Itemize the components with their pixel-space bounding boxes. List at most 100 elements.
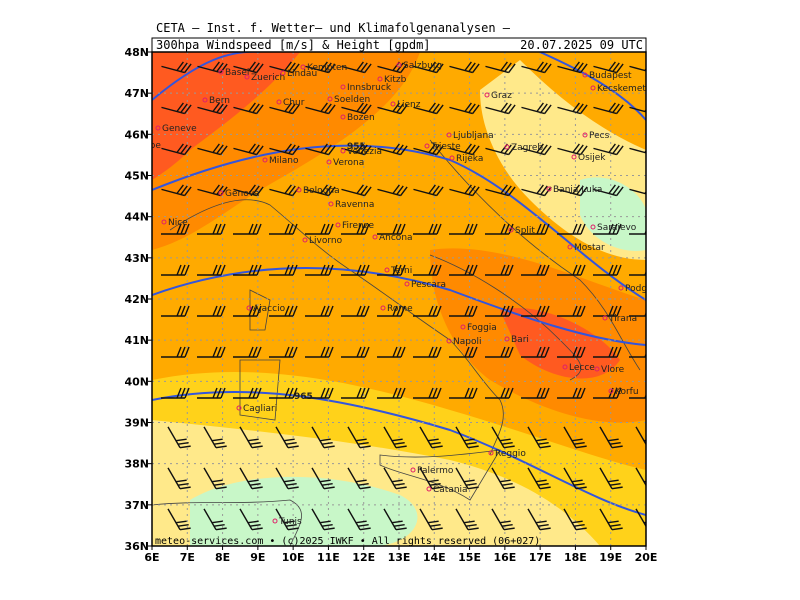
wind-barb [593,102,624,115]
barb-shaft [269,223,298,235]
city-label: Vlore [601,365,625,375]
wind-barb [485,61,516,74]
city-label: Basel [225,68,249,78]
city-dot [300,64,306,70]
city-label: Foggia [467,323,497,333]
wind-barb [485,223,514,235]
wind-barb [629,311,646,317]
wind-barb [347,467,371,490]
x-tick-label: 16E [493,551,516,564]
y-tick-label: 45N [124,170,149,183]
wind-barb [485,102,516,115]
barb-shaft [269,346,298,358]
city-dot [340,114,346,120]
barb-shaft [593,223,622,235]
barb-shaft [449,387,478,399]
barb-shaft [305,61,336,74]
wind-barb [341,223,370,235]
city-dot [449,155,455,161]
valid-time: 20.07.2025 09 UTC [520,38,643,52]
city-label: Korfu [615,387,639,397]
barb-shaft [449,102,480,115]
barb-shaft [341,184,372,197]
barb-shaft [233,102,264,115]
barb-shaft [203,508,227,531]
barb-shaft [599,508,623,531]
city-label: Osijek [578,153,606,163]
city-dot [608,388,614,394]
barb-shaft [269,305,298,317]
barb-shaft [347,426,371,449]
barb-shaft [485,184,516,197]
barb-shaft [377,223,406,235]
wind-barb [419,426,443,449]
wind-barb [449,223,478,235]
city-dot [380,305,386,311]
x-tick-label: 13E [388,551,411,564]
barb-shaft [521,184,552,197]
axis-ticks: 6E 7E 8E 9E 10E 11E 12E 13E 14E 15E 16E 17E 18E 19E 20… [124,46,657,564]
barb-shaft [491,426,515,449]
wind-barb [413,346,442,358]
barb-shaft [491,508,515,531]
wind-barb [557,264,586,276]
wind-barb [305,346,334,358]
barb-shaft [269,387,298,399]
barb-shaft [377,387,406,399]
wind-barb [233,305,262,317]
wind-barb [161,346,190,358]
wind-barb [341,143,372,156]
city-dot [410,467,416,473]
wind-barb [341,102,372,115]
city-dot [327,96,333,102]
city-label: Cagliari [243,404,277,414]
city-label: Rijeka [456,154,483,164]
height-contours [152,52,646,516]
barb-shaft [341,223,370,235]
barb-shaft [635,426,646,449]
city-label: Chur [283,98,305,108]
barb-shaft [629,61,646,74]
wind-barb [341,184,372,197]
city-dot [590,85,596,91]
city-dot [155,125,161,131]
city-dot [508,227,514,233]
wind-barb [269,387,298,399]
x-tick-label: 7E [180,551,195,564]
wind-barb [269,102,300,115]
wind-barb [557,346,586,358]
barb-shaft [413,184,444,197]
city-label: Terni [390,266,412,276]
wind-barb [593,184,624,197]
barb-shaft [455,467,479,490]
barb-shaft [527,508,551,531]
city-dot [446,338,452,344]
barb-shaft [593,387,622,399]
barb-shaft [485,346,514,358]
wind-barb [527,467,551,490]
wind-barb [269,346,298,358]
wind-barb [305,184,336,197]
wind-barb [167,467,191,490]
barb-shaft [197,184,228,197]
wind-barb [449,184,480,197]
wind-barb [347,426,371,449]
coastlines [152,139,641,546]
city-label: Zuerich [251,73,285,83]
wind-barb [341,387,370,399]
wind-barb [629,102,646,115]
city-dot [272,518,278,524]
wind-barb [521,102,552,115]
wind-barb [377,61,408,74]
city-dot [377,76,383,82]
barb-shaft [449,61,480,74]
wind-barb [449,387,478,399]
barb-shaft [305,305,334,317]
barb-shaft [161,305,190,317]
barb-shaft [239,426,263,449]
wind-barb [239,508,263,531]
contour-label: 955 [347,142,366,152]
y-tick-label: 47N [124,87,149,100]
barb-shaft [455,426,479,449]
